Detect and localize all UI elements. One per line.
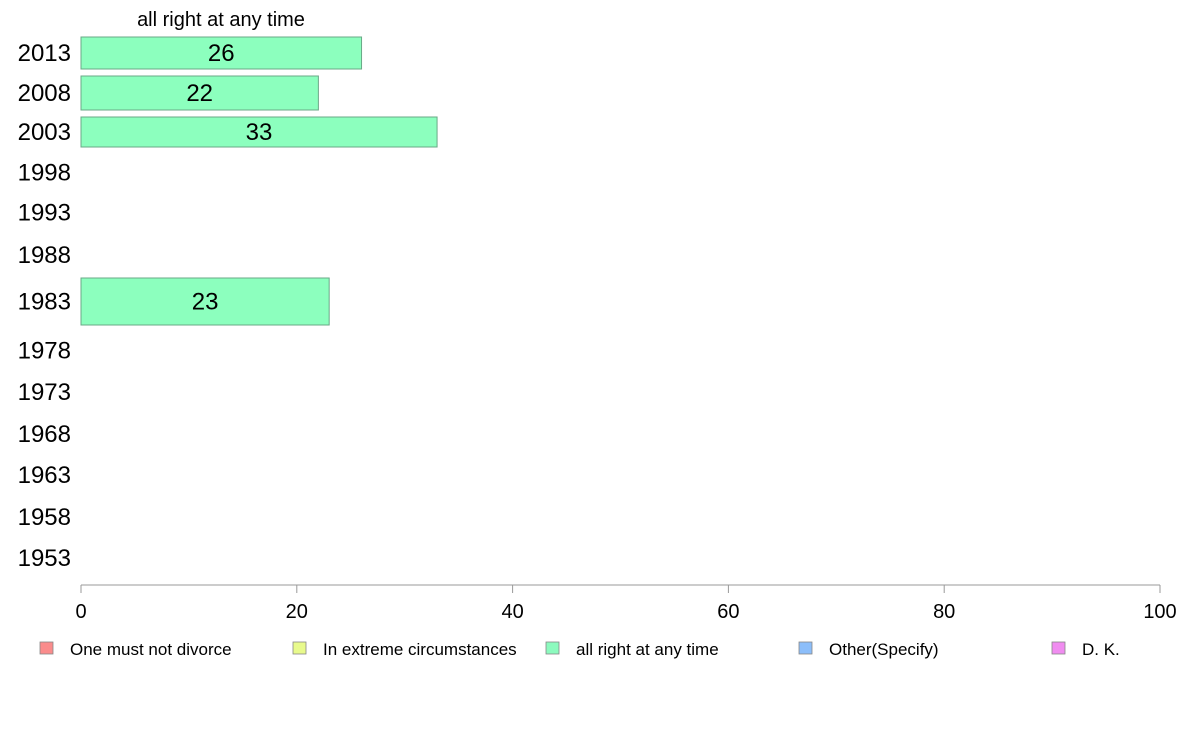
year-label-1993: 1993 (18, 200, 71, 227)
bars-group: 26 22 33 23 (80, 36, 438, 326)
year-label-1968: 1968 (18, 421, 71, 448)
panel-title: all right at any time (137, 9, 305, 31)
bar-label-1983: 23 (192, 289, 219, 316)
x-tick-label-20: 20 (286, 601, 308, 623)
bar-label-2008: 22 (186, 80, 213, 107)
legend-label-1: In extreme circumstances (323, 640, 517, 659)
bar-label-2013: 26 (208, 40, 235, 67)
year-label-2013: 2013 (18, 40, 71, 67)
year-label-1998: 1998 (18, 160, 71, 187)
legend-label-2: all right at any time (576, 640, 719, 659)
legend: One must not divorce In extreme circumsta… (39, 640, 1120, 659)
legend-swatch-2 (545, 641, 560, 655)
bar-2003 (80, 116, 438, 148)
x-tick-label-0: 0 (75, 601, 86, 623)
legend-swatch-4 (1051, 641, 1066, 655)
year-label-1988: 1988 (18, 242, 71, 269)
x-tick-label-60: 60 (717, 601, 739, 623)
legend-label-4: D. K. (1082, 640, 1120, 659)
year-label-1973: 1973 (18, 379, 71, 406)
legend-label-0: One must not divorce (70, 640, 232, 659)
x-tick-label-100: 100 (1143, 601, 1176, 623)
year-label-2003: 2003 (18, 119, 71, 146)
year-label-1958: 1958 (18, 504, 71, 531)
x-tick-label-40: 40 (501, 601, 523, 623)
bar-1983 (80, 277, 330, 326)
bar-2013 (80, 36, 363, 70)
legend-label-3: Other(Specify) (829, 640, 939, 659)
year-label-2008: 2008 (18, 80, 71, 107)
x-tick-label-80: 80 (933, 601, 955, 623)
legend-swatch-3 (798, 641, 813, 655)
legend-swatch-0 (39, 641, 54, 655)
x-axis: 0 20 40 60 80 100 (75, 584, 1177, 623)
year-label-1963: 1963 (18, 462, 71, 489)
year-label-1953: 1953 (18, 545, 71, 572)
legend-swatch-1 (292, 641, 307, 655)
year-labels: 2013 2008 2003 1998 1993 1988 1983 1978 1973 1968… (18, 40, 71, 572)
year-label-1983: 1983 (18, 289, 71, 316)
bar-label-2003: 33 (246, 119, 273, 146)
year-label-1978: 1978 (18, 338, 71, 365)
bar-2008 (80, 75, 319, 111)
